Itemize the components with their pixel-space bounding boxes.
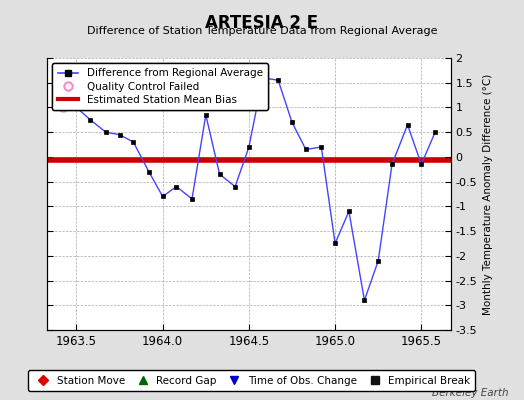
- Text: Berkeley Earth: Berkeley Earth: [432, 388, 508, 398]
- Text: ARTESIA 2 E: ARTESIA 2 E: [205, 14, 319, 32]
- Text: Difference of Station Temperature Data from Regional Average: Difference of Station Temperature Data f…: [87, 26, 437, 36]
- Legend: Station Move, Record Gap, Time of Obs. Change, Empirical Break: Station Move, Record Gap, Time of Obs. C…: [28, 370, 475, 391]
- Legend: Difference from Regional Average, Quality Control Failed, Estimated Station Mean: Difference from Regional Average, Qualit…: [52, 63, 268, 110]
- Y-axis label: Monthly Temperature Anomaly Difference (°C): Monthly Temperature Anomaly Difference (…: [483, 73, 493, 315]
